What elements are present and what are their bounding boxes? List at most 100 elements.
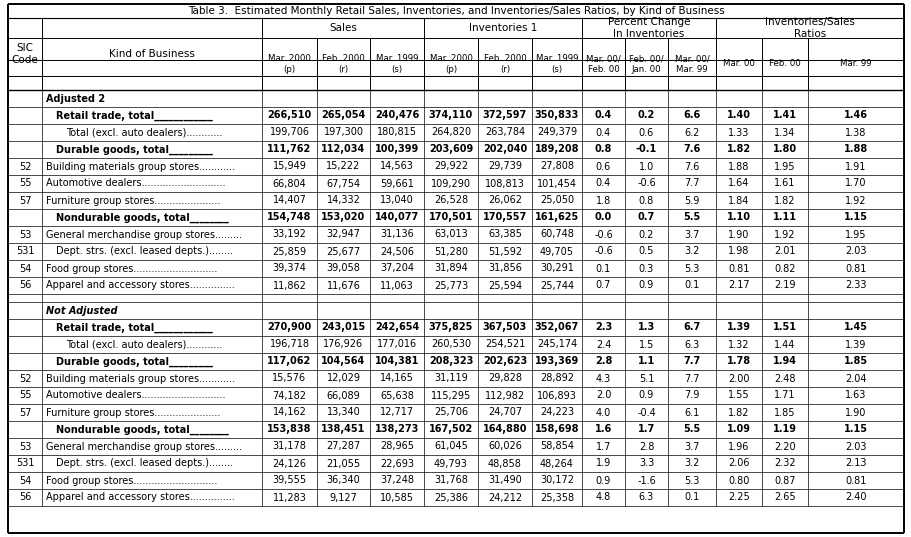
Text: 30,291: 30,291 — [539, 264, 573, 273]
Text: 14,165: 14,165 — [380, 374, 414, 383]
Text: 5.1: 5.1 — [638, 374, 653, 383]
Text: 104,381: 104,381 — [374, 357, 419, 366]
Text: 112,982: 112,982 — [485, 390, 525, 401]
Text: 2.25: 2.25 — [727, 492, 749, 503]
Text: Durable goods, total_________: Durable goods, total_________ — [56, 144, 212, 155]
Text: 7.6: 7.6 — [682, 144, 700, 155]
Text: 170,557: 170,557 — [482, 213, 527, 222]
Text: 36,340: 36,340 — [326, 475, 360, 485]
Text: 2.19: 2.19 — [773, 280, 795, 291]
Text: 25,358: 25,358 — [539, 492, 573, 503]
Text: Mar. 99: Mar. 99 — [839, 60, 871, 69]
Text: 242,654: 242,654 — [374, 323, 419, 332]
Text: 6.3: 6.3 — [639, 492, 653, 503]
Text: 60,748: 60,748 — [539, 229, 573, 240]
Text: 161,625: 161,625 — [534, 213, 578, 222]
Text: 13,040: 13,040 — [380, 195, 414, 206]
Text: 153,020: 153,020 — [321, 213, 365, 222]
Text: 67,754: 67,754 — [326, 178, 360, 188]
Text: 0.0: 0.0 — [594, 213, 611, 222]
Text: 28,965: 28,965 — [380, 441, 414, 452]
Text: -0.6: -0.6 — [593, 229, 612, 240]
Text: 1.5: 1.5 — [638, 339, 653, 350]
Text: 1.6: 1.6 — [594, 425, 611, 434]
Text: 109,290: 109,290 — [431, 178, 470, 188]
Text: Mar. 00/
Feb. 00: Mar. 00/ Feb. 00 — [586, 54, 620, 74]
Text: 24,212: 24,212 — [487, 492, 521, 503]
Text: 1.90: 1.90 — [844, 408, 865, 417]
Text: Retail trade, total____________: Retail trade, total____________ — [56, 322, 212, 332]
Text: 0.9: 0.9 — [595, 475, 610, 485]
Text: 31,768: 31,768 — [434, 475, 467, 485]
Text: 22,693: 22,693 — [380, 459, 414, 468]
Text: 57: 57 — [19, 408, 31, 417]
Text: 2.4: 2.4 — [595, 339, 610, 350]
Text: 1.88: 1.88 — [728, 162, 749, 171]
Text: 63,385: 63,385 — [487, 229, 521, 240]
Text: 2.40: 2.40 — [844, 492, 865, 503]
Text: 25,050: 25,050 — [539, 195, 573, 206]
Text: 24,506: 24,506 — [380, 246, 414, 257]
Text: 15,222: 15,222 — [326, 162, 360, 171]
Text: 29,739: 29,739 — [487, 162, 521, 171]
Text: 2.00: 2.00 — [728, 374, 749, 383]
Text: Building materials group stores............: Building materials group stores.........… — [46, 374, 235, 383]
Text: 14,563: 14,563 — [380, 162, 414, 171]
Text: 1.09: 1.09 — [726, 425, 750, 434]
Text: 4.8: 4.8 — [595, 492, 610, 503]
Text: Feb. 2000
(r): Feb. 2000 (r) — [483, 54, 526, 74]
Text: 1.85: 1.85 — [773, 408, 795, 417]
Text: 2.8: 2.8 — [638, 441, 653, 452]
Text: 1.45: 1.45 — [843, 323, 867, 332]
Text: Feb. 00: Feb. 00 — [768, 60, 800, 69]
Text: 1.1: 1.1 — [637, 357, 654, 366]
Text: 29,922: 29,922 — [434, 162, 467, 171]
Text: 167,502: 167,502 — [428, 425, 473, 434]
Text: 25,706: 25,706 — [434, 408, 467, 417]
Text: 11,063: 11,063 — [380, 280, 414, 291]
Text: 1.32: 1.32 — [728, 339, 749, 350]
Text: 100,399: 100,399 — [374, 144, 419, 155]
Text: Nondurable goods, total________: Nondurable goods, total________ — [56, 424, 229, 434]
Text: Retail trade, total____________: Retail trade, total____________ — [56, 111, 212, 121]
Text: 1.84: 1.84 — [728, 195, 749, 206]
Text: 245,174: 245,174 — [537, 339, 577, 350]
Text: 1.9: 1.9 — [595, 459, 610, 468]
Text: 7.7: 7.7 — [683, 374, 699, 383]
Text: 111,762: 111,762 — [267, 144, 312, 155]
Text: 0.1: 0.1 — [595, 264, 610, 273]
Text: 2.3: 2.3 — [594, 323, 611, 332]
Text: 270,900: 270,900 — [267, 323, 312, 332]
Text: Dept. strs. (excl. leased depts.)........: Dept. strs. (excl. leased depts.).......… — [56, 246, 232, 257]
Text: 4.0: 4.0 — [595, 408, 610, 417]
Text: 117,062: 117,062 — [267, 357, 312, 366]
Text: 5.5: 5.5 — [682, 425, 700, 434]
Text: 65,638: 65,638 — [380, 390, 414, 401]
Text: 1.70: 1.70 — [844, 178, 865, 188]
Text: -1.6: -1.6 — [637, 475, 655, 485]
Text: 2.0: 2.0 — [595, 390, 610, 401]
Text: 0.6: 0.6 — [639, 127, 653, 137]
Text: Percent Change
In Inventories: Percent Change In Inventories — [607, 17, 690, 39]
Text: 25,859: 25,859 — [272, 246, 306, 257]
Text: 1.3: 1.3 — [637, 323, 654, 332]
Text: 2.06: 2.06 — [728, 459, 749, 468]
Text: Mar. 2000
(p): Mar. 2000 (p) — [429, 54, 472, 74]
Text: 1.46: 1.46 — [843, 111, 867, 120]
Text: 0.4: 0.4 — [594, 111, 611, 120]
Text: 1.8: 1.8 — [595, 195, 610, 206]
Text: Sales: Sales — [329, 23, 356, 33]
Text: 54: 54 — [19, 264, 31, 273]
Text: -0.6: -0.6 — [637, 178, 655, 188]
Text: 1.95: 1.95 — [844, 229, 865, 240]
Text: 1.64: 1.64 — [728, 178, 749, 188]
Text: Apparel and accessory stores...............: Apparel and accessory stores............… — [46, 492, 234, 503]
Text: Feb. 00/
Jan. 00: Feb. 00/ Jan. 00 — [629, 54, 663, 74]
Text: 106,893: 106,893 — [537, 390, 577, 401]
Text: 0.8: 0.8 — [639, 195, 653, 206]
Text: Food group stores............................: Food group stores.......................… — [46, 264, 217, 273]
Text: Mar. 1999
(s): Mar. 1999 (s) — [375, 54, 418, 74]
Text: 372,597: 372,597 — [482, 111, 527, 120]
Text: 138,451: 138,451 — [321, 425, 365, 434]
Text: 11,283: 11,283 — [272, 492, 306, 503]
